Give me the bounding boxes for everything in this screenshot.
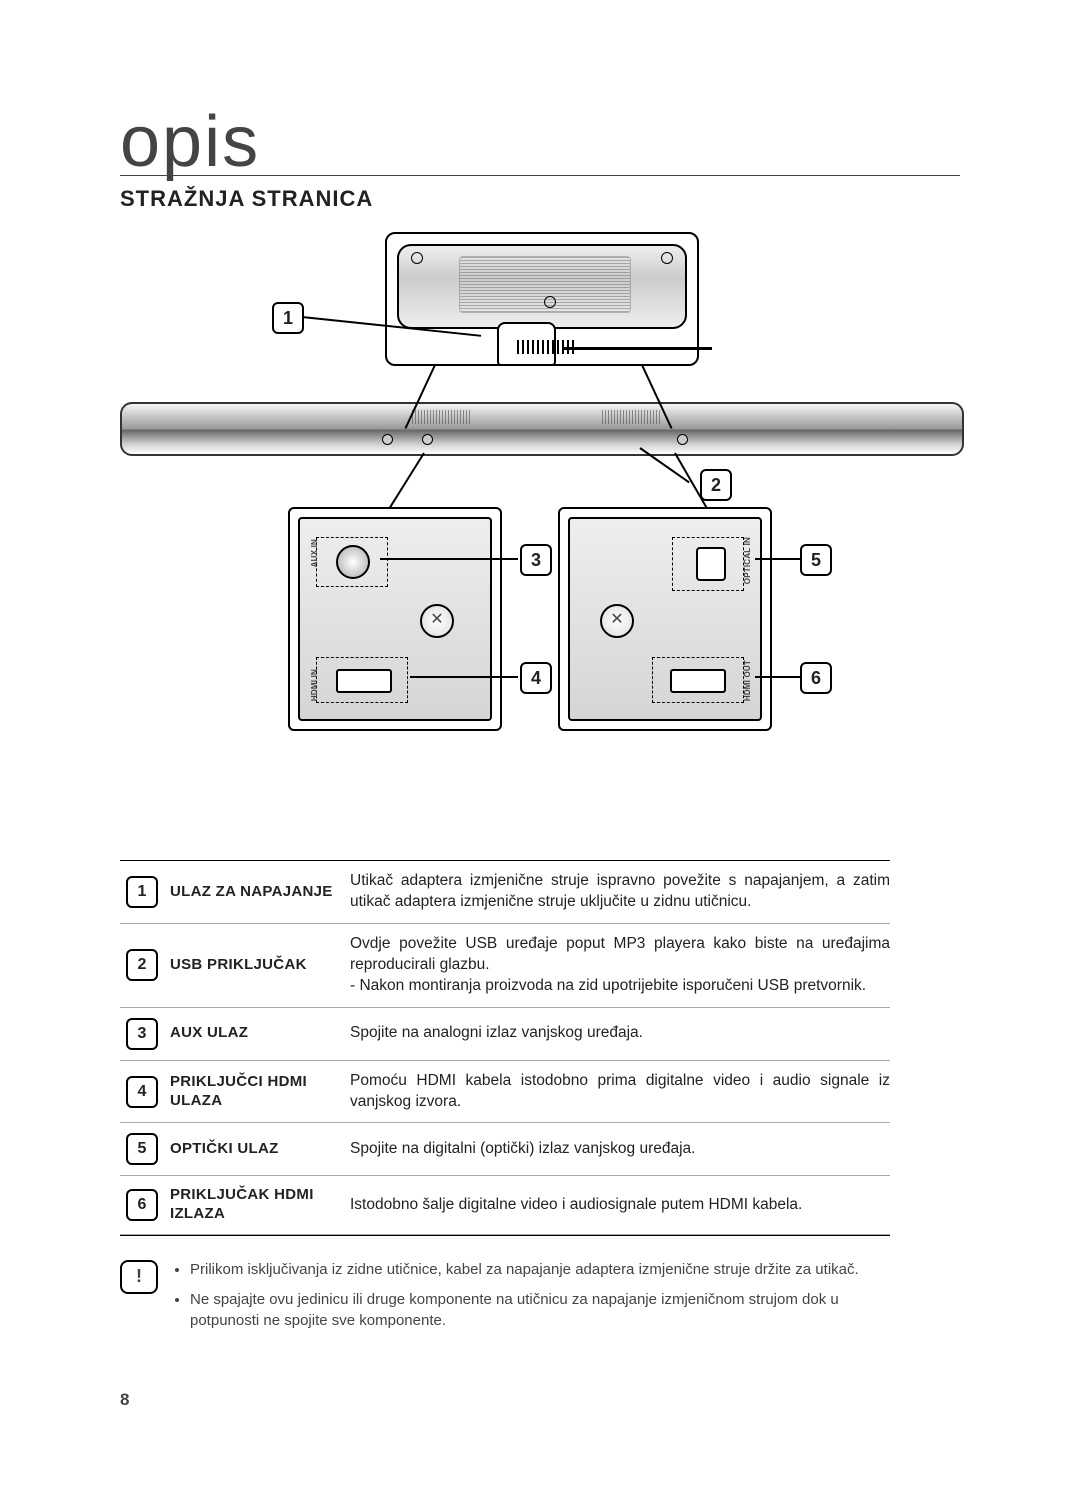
row-name: PRIKLJUČAK HDMI IZLAZA xyxy=(170,1186,338,1224)
table-row: 4 PRIKLJUČCI HDMI ULAZA Pomoću HDMI kabela… xyxy=(120,1061,890,1124)
note-item: Prilikom isključivanja iz zidne utičnice… xyxy=(190,1260,890,1280)
diagram-zoom-right: OPTICAL IN HDMI OUT xyxy=(558,507,772,731)
callout-6: 6 xyxy=(800,662,832,694)
diagram-zoom-left: AUX IN HDMI IN xyxy=(288,507,502,731)
row-name: AUX ULAZ xyxy=(170,1024,338,1043)
row-name: OPTIČKI ULAZ xyxy=(170,1140,338,1159)
row-number: 2 xyxy=(126,949,158,981)
row-desc: Spojite na analogni izlaz vanjskog uređa… xyxy=(350,1023,890,1044)
rear-panel-diagram: 1 2 AUX IN xyxy=(120,232,960,792)
row-desc: Utikač adaptera izmjenične struje isprav… xyxy=(350,871,890,913)
row-name: ULAZ ZA NAPAJANJE xyxy=(170,883,338,902)
table-row: 3 AUX ULAZ Spojite na analogni izlaz vanjs… xyxy=(120,1008,890,1061)
callout-3: 3 xyxy=(520,544,552,576)
row-desc: Pomoću HDMI kabela istodobno prima digit… xyxy=(350,1071,890,1113)
row-number: 5 xyxy=(126,1133,158,1165)
caution-icon: ! xyxy=(120,1260,158,1294)
connections-table: 1 ULAZ ZA NAPAJANJE Utikač adaptera izmjen… xyxy=(120,860,890,1236)
diagram-power-module xyxy=(385,232,699,366)
table-row: 5 OPTIČKI ULAZ Spojite na digitalni (optič… xyxy=(120,1123,890,1176)
caution-note: ! Prilikom isključivanja iz zidne utični… xyxy=(120,1260,890,1341)
page-title: opis xyxy=(120,110,960,176)
diagram-soundbar xyxy=(120,402,964,456)
port-label-hdmi-out: HDMI OUT xyxy=(743,660,752,701)
port-label-aux-in: AUX IN xyxy=(310,539,319,567)
table-row: 2 USB PRIKLJUČAK Ovdje povežite USB uređaj… xyxy=(120,924,890,1008)
row-number: 4 xyxy=(126,1076,158,1108)
callout-5: 5 xyxy=(800,544,832,576)
row-name: USB PRIKLJUČAK xyxy=(170,956,338,975)
row-number: 3 xyxy=(126,1018,158,1050)
row-number: 1 xyxy=(126,876,158,908)
row-number: 6 xyxy=(126,1189,158,1221)
row-desc: Ovdje povežite USB uređaje poput MP3 pla… xyxy=(350,934,890,997)
callout-1: 1 xyxy=(272,302,304,334)
table-row: 1 ULAZ ZA NAPAJANJE Utikač adaptera izmjen… xyxy=(120,861,890,924)
row-desc: Spojite na digitalni (optički) izlaz van… xyxy=(350,1139,890,1160)
row-desc: Istodobno šalje digitalne video i audios… xyxy=(350,1195,890,1216)
callout-2: 2 xyxy=(700,469,732,501)
callout-4: 4 xyxy=(520,662,552,694)
row-name: PRIKLJUČCI HDMI ULAZA xyxy=(170,1073,338,1111)
note-item: Ne spajajte ovu jedinicu ili druge kompo… xyxy=(190,1290,890,1331)
section-heading: STRAŽNJA STRANICA xyxy=(120,186,960,212)
port-label-hdmi-in: HDMI IN xyxy=(310,669,319,701)
page-number: 8 xyxy=(120,1390,129,1410)
table-row: 6 PRIKLJUČAK HDMI IZLAZA Istodobno šalje d… xyxy=(120,1176,890,1235)
port-label-optical-in: OPTICAL IN xyxy=(743,537,752,584)
